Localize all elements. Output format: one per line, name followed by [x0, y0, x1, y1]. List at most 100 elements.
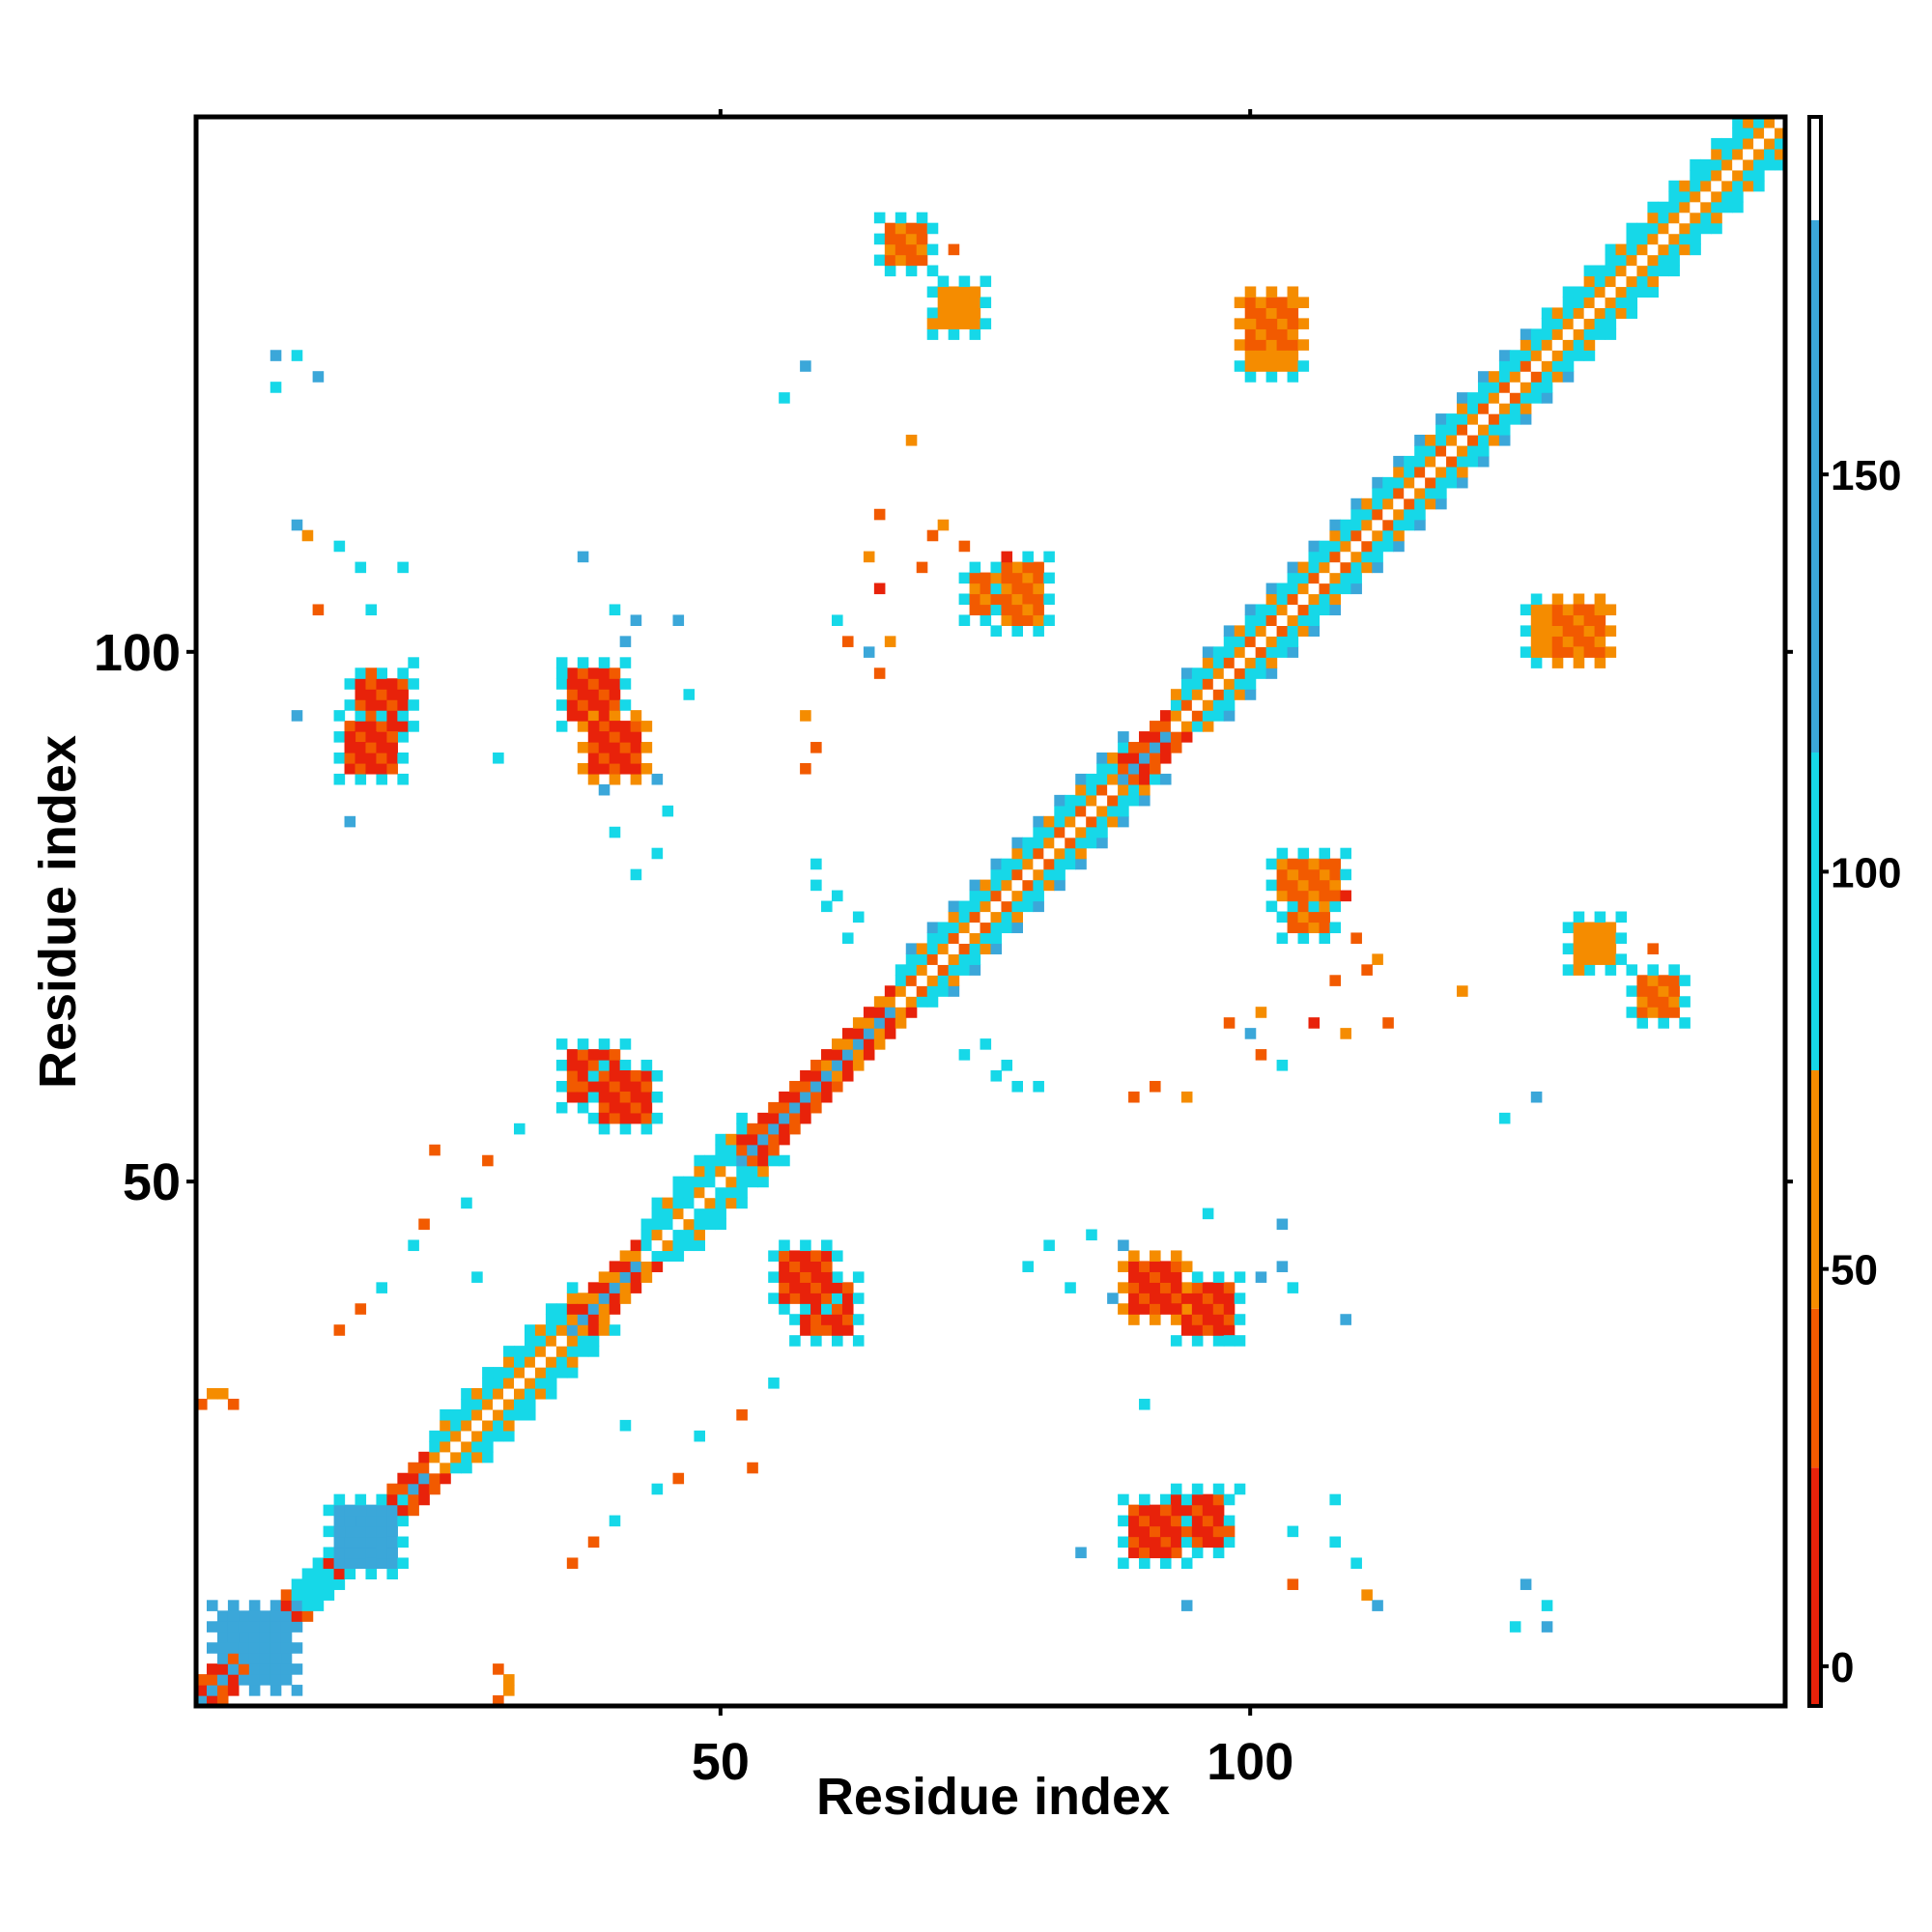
heatmap-cell	[694, 1154, 705, 1167]
heatmap-cell	[969, 572, 981, 584]
heatmap-cell	[1308, 1017, 1321, 1029]
heatmap-cell	[609, 689, 621, 700]
heatmap-cell	[1573, 286, 1585, 298]
heatmap-cell	[1001, 572, 1013, 584]
heatmap-cell	[1276, 350, 1289, 361]
heatmap-cell	[524, 1335, 536, 1347]
heatmap-cell	[1690, 180, 1701, 192]
heatmap-cell	[587, 1324, 600, 1336]
heatmap-cell	[640, 1112, 653, 1124]
heatmap-cell	[1732, 148, 1744, 160]
heatmap-cell	[1265, 339, 1278, 351]
heatmap-cell	[1011, 1080, 1023, 1093]
heatmap-cell	[1223, 657, 1236, 668]
heatmap-cell	[1150, 1293, 1161, 1304]
heatmap-cell	[926, 953, 939, 965]
heatmap-cell	[1202, 721, 1214, 732]
heatmap-cell	[1319, 879, 1331, 892]
heatmap-cell	[1382, 529, 1394, 542]
heatmap-cell	[534, 1367, 547, 1378]
heatmap-cell	[630, 1250, 642, 1262]
heatmap-cell	[503, 1378, 515, 1389]
heatmap-cell	[852, 1271, 865, 1283]
heatmap-cell	[1530, 646, 1543, 658]
heatmap-cell	[1488, 424, 1500, 436]
heatmap-cell	[1583, 953, 1596, 965]
heatmap-cell	[555, 678, 568, 690]
heatmap-cell	[312, 1557, 325, 1570]
heatmap-cell	[333, 540, 346, 553]
heatmap-cell	[1498, 350, 1511, 361]
heatmap-cell	[355, 753, 367, 764]
heatmap-cell	[1658, 1007, 1669, 1018]
heatmap-cell	[958, 307, 971, 319]
heatmap-cell	[312, 1568, 325, 1579]
heatmap-cell	[1372, 519, 1383, 531]
heatmap-cell	[800, 1091, 811, 1103]
heatmap-cell	[1319, 911, 1331, 923]
heatmap-cell	[1721, 190, 1733, 203]
heatmap-cell	[259, 1674, 271, 1686]
heatmap-cell	[852, 911, 865, 923]
heatmap-cell	[895, 233, 907, 245]
heatmap-cell	[1096, 826, 1108, 838]
heatmap-cell	[619, 742, 632, 753]
heatmap-cell	[418, 1483, 430, 1495]
heatmap-cell	[948, 307, 960, 319]
heatmap-cell	[821, 1303, 833, 1315]
heatmap-cell	[800, 1282, 811, 1293]
heatmap-cell	[1150, 1504, 1161, 1517]
heatmap-cell	[821, 1080, 833, 1093]
heatmap-cell	[355, 561, 367, 574]
heatmap-cell	[1530, 392, 1543, 404]
heatmap-cell	[779, 1303, 790, 1315]
heatmap-cell	[662, 1218, 674, 1231]
heatmap-cell	[841, 636, 854, 647]
heatmap-cell	[1594, 328, 1606, 340]
heatmap-cell	[640, 1122, 653, 1135]
heatmap-cell	[1223, 1515, 1236, 1527]
heatmap-cell	[1118, 1303, 1129, 1315]
heatmap-cell	[1457, 444, 1468, 457]
heatmap-cell	[1223, 1525, 1236, 1538]
heatmap-cell	[619, 753, 632, 764]
heatmap-cell	[1541, 604, 1553, 616]
heatmap-cell	[1551, 318, 1564, 329]
heatmap-cell	[1743, 169, 1754, 182]
heatmap-cell	[577, 678, 589, 690]
heatmap-cell	[715, 1154, 726, 1167]
heatmap-cell	[800, 1080, 811, 1093]
heatmap-cell	[482, 1367, 494, 1378]
heatmap-cell	[1033, 858, 1044, 870]
heatmap-cell	[386, 762, 398, 775]
heatmap-cell	[779, 1271, 790, 1283]
heatmap-cell	[1276, 297, 1289, 308]
heatmap-cell	[895, 222, 907, 235]
heatmap-cell	[948, 900, 960, 913]
heatmap-cell	[1615, 297, 1628, 308]
heatmap-cell	[482, 1440, 494, 1453]
heatmap-cell	[587, 762, 600, 775]
heatmap-cell	[948, 964, 960, 976]
heatmap-cell	[1435, 424, 1447, 436]
heatmap-cell	[1180, 1261, 1193, 1272]
heatmap-cell	[895, 1007, 907, 1018]
heatmap-cell	[1551, 604, 1564, 616]
heatmap-cell	[1743, 180, 1754, 192]
heatmap-cell	[355, 731, 367, 743]
heatmap-cell	[1054, 858, 1065, 870]
heatmap-cell	[344, 1568, 356, 1579]
heatmap-cell	[397, 699, 409, 711]
heatmap-cell	[1287, 646, 1299, 658]
heatmap-cell	[630, 721, 642, 732]
heatmap-cell	[397, 753, 409, 764]
heatmap-cell	[1075, 837, 1087, 849]
heatmap-cell	[461, 1430, 472, 1442]
heatmap-cell	[1287, 328, 1299, 340]
heatmap-cell	[344, 1547, 356, 1559]
heatmap-cell	[1170, 1261, 1182, 1272]
heatmap-cell	[1393, 540, 1405, 553]
heatmap-cell	[1202, 1493, 1214, 1506]
heatmap-cell	[365, 710, 378, 722]
heatmap-cell	[1350, 529, 1362, 542]
